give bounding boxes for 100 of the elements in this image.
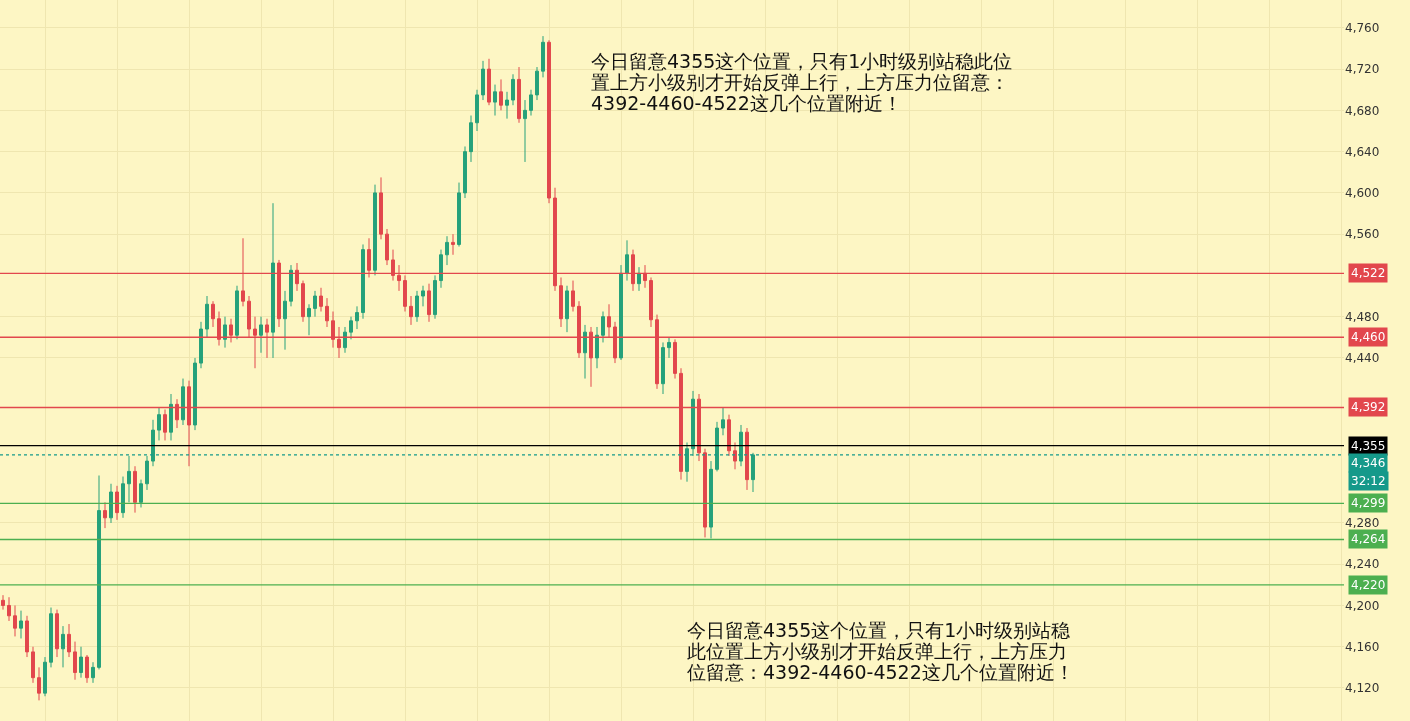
candlestick <box>37 666 41 701</box>
annotation: 今日留意4355这个位置，只有1小时级别站稳此位置上方小级别才开始反弹上行，上方压力位留意：4392-4460-4522这几个位置附近！ <box>591 50 1014 114</box>
candlestick <box>667 336 671 359</box>
ref-line-label: 4,355 <box>1351 439 1386 453</box>
candlestick <box>109 483 113 524</box>
candlestick <box>157 406 161 441</box>
y-tick-label: 4,480 <box>1345 309 1380 324</box>
candlestick <box>25 615 29 658</box>
text: 32:12 <box>1351 474 1386 488</box>
candlestick <box>523 99 527 163</box>
y-tick-label: 4,200 <box>1345 598 1380 613</box>
candlestick <box>559 276 563 328</box>
candlestick <box>409 295 413 326</box>
candlestick <box>745 427 749 491</box>
candlestick <box>31 646 35 684</box>
candlestick <box>481 60 485 101</box>
candlestick <box>583 324 587 380</box>
candlestick <box>739 424 743 467</box>
candlestick <box>301 280 305 323</box>
candlestick <box>193 357 197 431</box>
candlestick <box>715 421 719 472</box>
candlestick <box>475 89 479 132</box>
candlestick <box>205 295 209 338</box>
candlestick <box>733 442 737 470</box>
ref-line-label: 4,392 <box>1351 400 1386 414</box>
annotation: 今日留意4355这个位置，只有1小时级别站稳此位置上方小级别才开始反弹上行，上方压力位留意：4392-4460-4522这几个位置附近！ <box>687 619 1075 683</box>
candlestick <box>385 228 389 266</box>
candlestick <box>325 297 329 328</box>
ref-line-label: 4,346 <box>1351 456 1386 470</box>
candlestick <box>79 646 83 679</box>
candlestick <box>61 625 65 668</box>
candlestick <box>379 176 383 240</box>
candlestick <box>13 604 17 637</box>
candlestick <box>343 326 347 354</box>
candlestick <box>55 609 59 658</box>
candlestick <box>121 476 125 519</box>
candlestick <box>271 202 275 359</box>
y-tick-label: 4,560 <box>1345 227 1380 242</box>
candlestick <box>67 623 71 658</box>
candlestick <box>43 656 47 697</box>
candlestick <box>457 182 461 248</box>
candlestick <box>661 341 665 395</box>
candlestick <box>139 479 143 508</box>
y-tick-label: 4,160 <box>1345 639 1380 654</box>
candlestick <box>307 303 311 336</box>
ref-line-label: 4,299 <box>1351 496 1386 510</box>
candlestick <box>571 280 575 313</box>
candlestick <box>349 316 353 340</box>
candlestick <box>289 264 293 307</box>
candlestick <box>565 285 569 333</box>
candlestick <box>433 274 437 320</box>
candlestick <box>445 235 449 266</box>
candlestick <box>85 654 89 684</box>
candlestick <box>451 233 455 256</box>
candlestick <box>541 35 545 78</box>
y-tick-label: 4,120 <box>1345 681 1380 696</box>
candlestick <box>517 66 521 124</box>
y-tick-label: 4,760 <box>1345 21 1380 36</box>
candlestick <box>493 84 497 117</box>
candlestick <box>529 89 533 117</box>
candlestick <box>127 455 131 503</box>
candlestick <box>199 321 203 369</box>
candlestick <box>49 607 53 668</box>
candlestick <box>7 596 11 622</box>
candlestick <box>421 285 425 307</box>
candlestick <box>595 326 599 369</box>
candlestick <box>313 290 317 318</box>
candlestick <box>751 452 755 493</box>
candlestick <box>415 290 419 323</box>
candlestick <box>91 661 95 684</box>
candlestick <box>487 58 491 106</box>
candlestick <box>283 290 287 351</box>
candlestick <box>535 66 539 101</box>
candlestick <box>727 414 731 457</box>
candlestick <box>649 276 653 328</box>
candlestick <box>169 393 173 441</box>
candlestick <box>685 442 689 483</box>
candlestick <box>235 285 239 340</box>
y-tick-label: 4,240 <box>1345 557 1380 572</box>
candlestick <box>259 316 263 354</box>
candlestick <box>721 406 725 436</box>
candlestick <box>319 287 323 313</box>
candlestick <box>97 475 101 670</box>
candlestick <box>625 239 629 282</box>
candlestick <box>469 115 473 163</box>
candlestick <box>547 39 551 204</box>
candlestick <box>211 300 215 328</box>
candlestick <box>361 243 365 320</box>
candlestick <box>427 283 431 323</box>
candlestick <box>133 465 137 514</box>
candlestick <box>637 266 641 292</box>
candlestick <box>505 91 509 120</box>
ref-line-label: 4,460 <box>1351 330 1386 344</box>
y-tick-label: 4,440 <box>1345 351 1380 366</box>
candlestick <box>463 145 467 199</box>
candlestick <box>373 184 377 276</box>
y-tick-label: 4,680 <box>1345 103 1380 118</box>
candlestick <box>355 305 359 330</box>
ref-line-label: 4,264 <box>1351 532 1386 546</box>
candlestick <box>439 249 443 289</box>
